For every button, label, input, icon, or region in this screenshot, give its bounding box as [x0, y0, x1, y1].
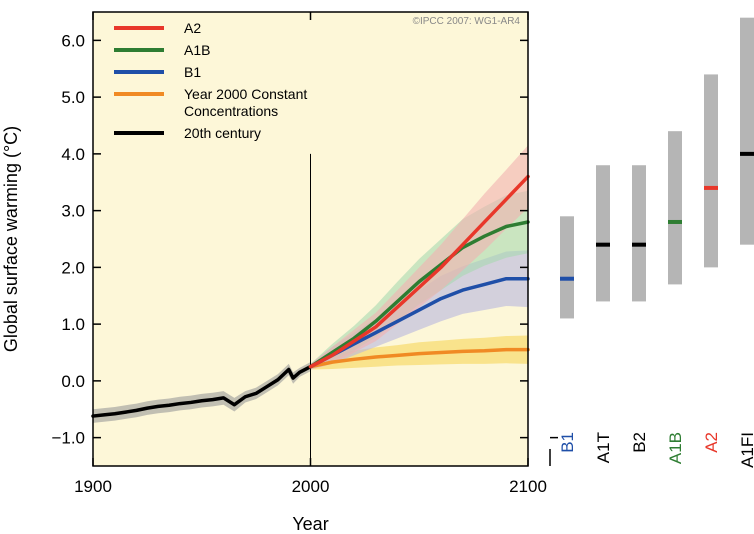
x-axis-title: Year: [292, 514, 328, 534]
legend-item-a1b: A1B: [114, 42, 210, 58]
scenario-label: A1FI: [738, 432, 754, 468]
scenario-b1: B1: [558, 216, 577, 453]
line-a2: [308, 174, 530, 369]
legend-item-b1: B1: [114, 64, 201, 80]
legend-label: Year 2000 Constant: [184, 86, 307, 102]
y-tick-label: 6.0: [61, 31, 85, 50]
line-year-2000-constant-concentrations: [308, 347, 530, 369]
line-20th-century: [91, 364, 313, 418]
x-axis-ticks: 1900 2000 2100: [74, 12, 547, 496]
y-tick-label: 0.0: [61, 372, 85, 391]
best-estimate-mark: [668, 219, 682, 224]
scenario-a2: A2: [702, 74, 721, 453]
y-tick-label: 3.0: [61, 202, 85, 221]
best-estimate-mark: [596, 242, 610, 247]
scenario-a1t: A1T: [594, 165, 613, 463]
line-a1b: [308, 220, 530, 369]
range-bar: [632, 165, 646, 302]
scenario-label: A2: [702, 432, 721, 453]
legend-label: 20th century: [184, 125, 261, 141]
scenario-label: B1: [558, 432, 577, 453]
scenario-range-bars: B1 A1T B2 A1B A2 A1FI: [558, 17, 754, 468]
range-bar: [704, 74, 718, 268]
x-tick-label: 1900: [74, 477, 112, 496]
legend-label: A1B: [184, 42, 210, 58]
y-tick-label: −1.0: [51, 429, 85, 448]
best-estimate-mark: [560, 276, 574, 281]
legend-item-a2: A2: [114, 20, 201, 36]
range-bar: [668, 131, 682, 285]
y-axis-title: Global surface warming (°C): [1, 126, 21, 352]
y-tick-label: 2.0: [61, 258, 85, 277]
y-tick-label: 5.0: [61, 88, 85, 107]
range-bar: [740, 17, 754, 245]
scenario-label: B2: [630, 432, 649, 453]
x-tick-label: 2000: [292, 477, 330, 496]
range-bar: [560, 216, 574, 319]
band-a2: [310, 145, 528, 370]
best-estimate-mark: [704, 185, 718, 190]
legend-label: B1: [184, 64, 201, 80]
best-estimate-mark: [632, 242, 646, 247]
range-bar: [596, 165, 610, 302]
scenario-b2: B2: [630, 165, 649, 453]
legend-label: Concentrations: [184, 103, 278, 119]
y-axis-ticks: 6.0 5.0 4.0 3.0 2.0 1.0 0.0 −1.0: [51, 31, 528, 448]
legend-item-20th-century: 20th century: [114, 125, 261, 141]
legend-label: A2: [184, 20, 201, 36]
scenario-a1b: A1B: [666, 131, 685, 464]
x-tick-label: 2100: [509, 477, 547, 496]
scenario-label: A1B: [666, 432, 685, 464]
series-lines: [91, 174, 530, 418]
best-estimate-mark: [740, 151, 754, 156]
scenario-label: A1T: [594, 432, 613, 463]
scenario-a1fi: A1FI: [738, 17, 754, 468]
y-tick-label: 4.0: [61, 145, 85, 164]
copyright-notice: ©IPCC 2007: WG1-AR4: [413, 16, 521, 27]
y-tick-label: 1.0: [61, 315, 85, 334]
